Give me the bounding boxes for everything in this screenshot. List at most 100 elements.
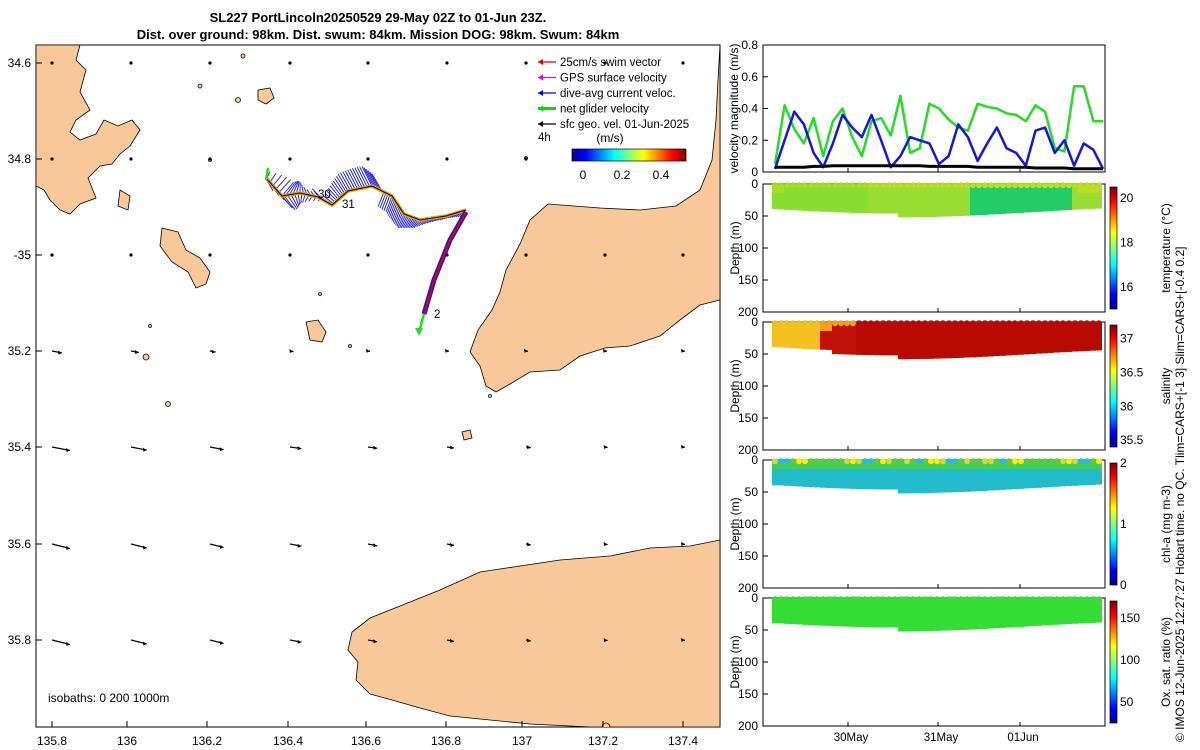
profile-cell [1060,468,1066,487]
profile-cell [976,330,982,357]
profile-panel: 0 50 100 150 200 Depth (m) 0 1 2 chl-a (mg m-3) [728,453,1173,595]
profile-cell [892,320,898,327]
geo-arrow-dot [129,157,133,161]
profile-cell [958,320,964,327]
current-vector [275,176,288,190]
profile-cell [982,596,988,603]
profile-cell [814,606,820,626]
profile-cell [874,596,880,603]
profile-cell [1000,596,1006,603]
profile-cell [988,468,994,491]
current-vector [405,216,413,229]
profile-cell [1012,330,1018,355]
profile-cell [802,192,808,211]
profile-cell [1030,468,1036,489]
geo-arrowhead [450,445,454,450]
geo-arrowhead [211,349,216,354]
profile-cell [802,468,808,487]
profile-cell [892,192,898,214]
profile-cell [958,330,964,358]
profile-cell [868,192,874,214]
profile-cell [1024,458,1030,465]
profile-cell [772,458,778,465]
profile-cell [928,596,934,603]
profile-cell [976,606,982,630]
colorbar-tick: 0.4 [653,168,670,182]
profile-cell [934,182,940,189]
profile-cell [796,606,802,625]
profile-cell [922,596,928,603]
profile-cell [1042,192,1048,212]
profile-cell [772,468,778,486]
profile-cell [1036,320,1042,327]
profile-cell [844,606,850,627]
profile-cell [916,596,922,603]
profile-cell [916,458,922,465]
profile-cell [850,468,856,489]
profile-cell [994,330,1000,357]
current-vector [340,172,351,191]
ytick-label: 200 [738,719,758,733]
profile-cell [850,320,856,327]
profile-cell [934,606,940,631]
profile-cell [1030,596,1036,603]
geo-arrow-dot [129,253,133,257]
profile-cell [784,468,790,486]
profile-cell [910,182,916,189]
geo-arrowhead [681,348,685,353]
profile-cell [1072,330,1078,352]
profile-cell [1030,606,1036,627]
profile-cell [1078,596,1084,603]
profile-cell [1060,192,1066,211]
profile-cell [916,192,922,218]
geo-arrowhead [142,545,147,550]
profile-cell [1084,182,1090,189]
geo-arrowhead [603,638,608,643]
profile-cell [1048,330,1054,353]
profile-cell [940,458,946,465]
profile-cell [910,606,916,632]
colorbar-unit: (m/s) [596,131,623,145]
map-panel: 30 31 2 135.8 136 136.2 136.4 136.6 136.8 137 1… [8,44,721,748]
profile-cell [838,182,844,189]
ytick-label: 0 [751,165,758,179]
profile-cell [946,192,952,217]
profile-cell [838,606,844,627]
profile-cell [886,596,892,603]
profile-cell [916,606,922,632]
profile-cell [946,468,952,493]
profile-cell [940,606,946,631]
current-vector [281,181,295,197]
profile-cell [790,182,796,189]
geo-arrowhead [373,639,378,644]
profile-cell [898,320,904,327]
ytick-label: 50 [745,623,759,637]
profile-cell [928,192,934,217]
profile-cell [1072,606,1078,624]
profile-cell [832,192,838,213]
profile-cell [874,606,880,628]
profile-cell [856,596,862,603]
profile-cell [772,596,778,603]
geo-arrowhead [66,448,70,452]
profile-cell [1042,320,1048,327]
geo-arrowhead [142,641,147,646]
profile-cell [886,330,892,356]
profile-cell [988,192,994,215]
geo-arrow-dot [208,253,212,257]
profile-cell [772,182,778,189]
colorbar-tick: 150 [1120,611,1140,625]
profile-cell [796,320,802,327]
profile-cell [916,330,922,359]
profile-cell [772,606,778,624]
current-vector [369,171,381,191]
depth-ylabel: Depth (m) [728,635,742,688]
ytick-label: 0 [751,315,758,329]
profile-cell [898,606,904,632]
profile-cell [1012,606,1018,628]
profile-cell [1066,468,1072,486]
profile-cell [1054,606,1060,625]
profile-cell [970,330,976,358]
